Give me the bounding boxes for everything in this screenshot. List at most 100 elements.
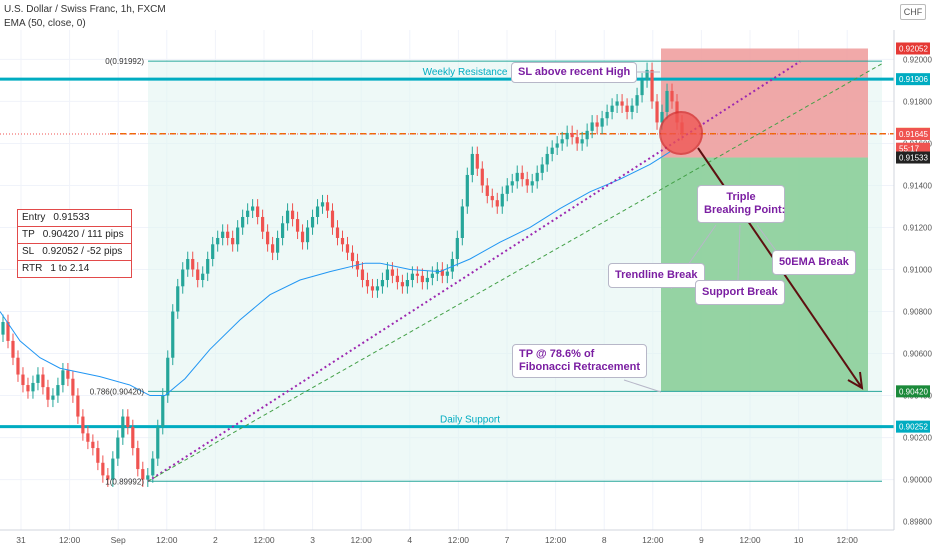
candle-body xyxy=(136,448,140,470)
candle-body xyxy=(176,286,180,312)
breaking-point-circle xyxy=(659,111,703,155)
price-tag xyxy=(896,42,930,55)
candle-body xyxy=(375,286,380,291)
candle-body xyxy=(425,277,429,283)
candle-body xyxy=(380,280,385,287)
ema-break-callout[interactable]: 50EMA Break xyxy=(772,250,856,275)
y-tick-label: 0.90800 xyxy=(903,308,932,317)
price-tag-label: 0.91645 xyxy=(899,130,928,139)
candle-body xyxy=(71,378,75,396)
candle-body xyxy=(246,210,250,217)
x-tick-label: 12:00 xyxy=(642,535,664,545)
candle-body xyxy=(11,340,15,358)
candle-body xyxy=(206,258,210,274)
candle-body xyxy=(66,370,70,379)
breaking-point-marker xyxy=(659,111,703,155)
candle-body xyxy=(610,105,614,112)
candle-body xyxy=(101,462,105,476)
candle-body xyxy=(495,200,499,207)
candle-body xyxy=(450,258,454,272)
candle-body xyxy=(310,216,315,228)
tp-row: TP 0.90420 / 111 pips xyxy=(18,227,131,244)
candle-body xyxy=(395,275,400,283)
candle-body xyxy=(580,139,584,144)
candle-body xyxy=(670,90,674,102)
candle-body xyxy=(216,237,220,245)
candle-body xyxy=(211,244,215,259)
candle-body xyxy=(570,132,574,138)
candle-body xyxy=(290,210,295,220)
candle-body xyxy=(555,143,559,148)
candle-body xyxy=(400,282,405,287)
price-tag xyxy=(896,385,930,398)
candle-body xyxy=(545,153,549,165)
candle-body xyxy=(261,216,265,232)
candle-body xyxy=(305,227,310,243)
x-tick-label: 12:00 xyxy=(156,535,178,545)
candle-body xyxy=(295,219,300,232)
candle-body xyxy=(600,118,604,127)
candle-body xyxy=(370,286,375,291)
candle-body xyxy=(251,206,255,211)
candle-body xyxy=(285,210,290,224)
candle-body xyxy=(455,237,459,259)
currency-button[interactable]: CHF xyxy=(900,4,926,20)
x-tick-label: 12:00 xyxy=(351,535,373,545)
sl-callout[interactable]: SL above recent High xyxy=(511,62,638,83)
candle-body xyxy=(385,269,390,280)
candle-body xyxy=(575,137,579,144)
x-tick-label: 12:00 xyxy=(739,535,761,545)
level-label: Weekly Resistance xyxy=(423,67,508,78)
y-tick-label: 0.89800 xyxy=(903,518,932,527)
price-tag xyxy=(896,73,930,86)
price-tag-label: 0.91533 xyxy=(899,154,928,163)
candle-body xyxy=(231,237,235,245)
x-tick-label: 31 xyxy=(16,535,26,545)
candle-body xyxy=(26,385,30,392)
y-tick-label: 0.91000 xyxy=(903,265,932,274)
candle-body xyxy=(76,395,80,417)
candle-body xyxy=(1,322,5,335)
trendline-break-callout[interactable]: Trendline Break xyxy=(608,263,705,288)
y-tick-label: 0.91400 xyxy=(903,181,932,190)
candle-body xyxy=(161,395,165,428)
candle-body xyxy=(121,416,125,438)
candle-body xyxy=(61,370,65,386)
candle-body xyxy=(510,181,514,186)
candle-body xyxy=(525,179,529,186)
price-axis: 0.900000.902000.904000.906000.908000.910… xyxy=(893,0,932,550)
candle-body xyxy=(171,311,175,358)
candle-body xyxy=(226,231,230,238)
candle-body xyxy=(36,374,40,383)
candle-body xyxy=(470,153,474,175)
y-tick-label: 0.90000 xyxy=(903,476,932,485)
candlestick-series xyxy=(1,62,684,487)
support-break-callout[interactable]: Support Break xyxy=(695,280,785,305)
candle-body xyxy=(650,69,654,102)
fibonacci-labels: 0(0.91992) 0.786(0.90420) 1(0.89992) xyxy=(90,57,145,486)
tp-callout[interactable]: TP @ 78.6% of Fibonacci Retracement xyxy=(512,344,648,378)
candle-body xyxy=(330,210,335,228)
indicator-label: EMA (50, close, 0) xyxy=(4,18,86,29)
x-tick-label: 12:00 xyxy=(448,535,470,545)
candle-body xyxy=(6,322,10,341)
y-tick-label: 0.90200 xyxy=(903,434,932,443)
callout-line-2: Breaking Point: xyxy=(704,204,786,216)
candle-body xyxy=(146,475,150,480)
candle-body xyxy=(655,101,659,123)
candle-body xyxy=(465,174,469,207)
candle-body xyxy=(410,273,414,280)
callout-pointer xyxy=(623,379,662,393)
x-tick-label: 12:00 xyxy=(59,535,81,545)
price-tag xyxy=(896,420,930,433)
candle-body xyxy=(41,374,45,388)
x-tick-label: Sep xyxy=(111,535,126,545)
candle-body xyxy=(131,427,135,449)
candle-body xyxy=(241,216,245,228)
x-tick-label: 2 xyxy=(213,535,218,545)
candle-body xyxy=(365,280,370,287)
chart-title: U.S. Dollar / Swiss Franc, 1h, FXCM xyxy=(4,4,166,15)
triple-breaking-point-callout[interactable]: Triple Breaking Point: xyxy=(697,185,785,223)
y-tick-label: 0.91800 xyxy=(903,97,932,106)
